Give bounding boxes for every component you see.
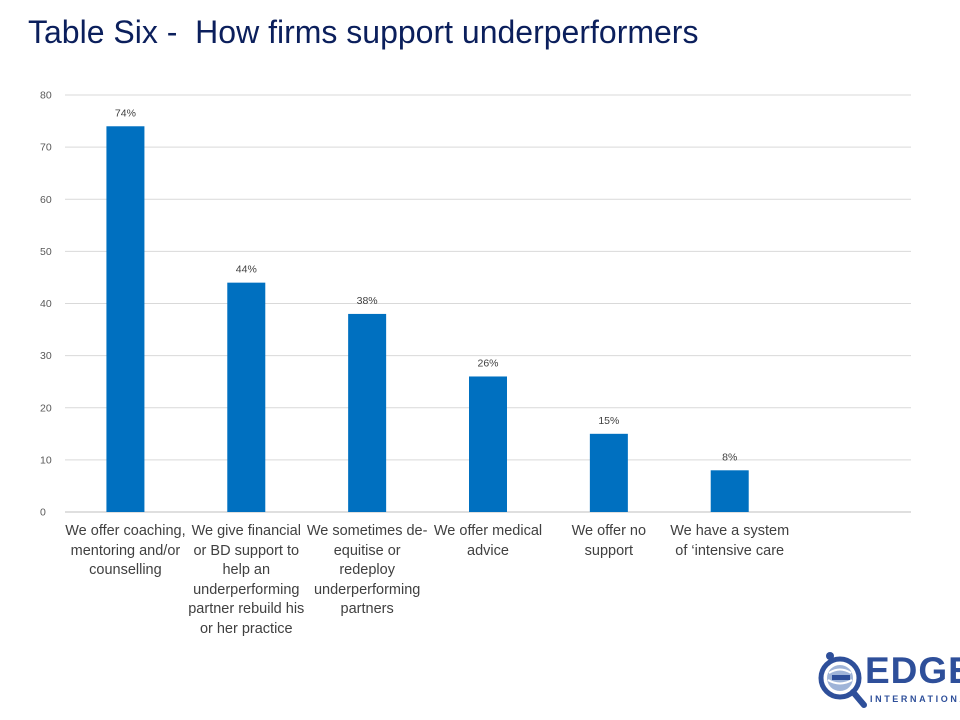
bar [348, 313, 387, 512]
bar [710, 470, 749, 512]
y-tick-label: 10 [40, 454, 52, 466]
category-label: We offer medical advice [426, 522, 550, 561]
logo-subtext: INTERNATIONAL [870, 694, 960, 704]
y-tick-label: 60 [40, 194, 52, 206]
category-label: We offer coaching, mentoring and/or counse… [63, 522, 187, 581]
category-label-line: redeploy [339, 562, 395, 578]
y-tick-label: 30 [40, 350, 52, 362]
edge-international-logo: EDGE INTERNATIONAL [818, 650, 960, 712]
y-tick-label: 20 [40, 402, 52, 414]
category-label-line: mentoring and/or [70, 542, 181, 559]
category-label: We have a system of ‘intensive care [668, 522, 792, 561]
data-label: 8% [722, 451, 737, 463]
category-label-line: or her practice [199, 620, 293, 637]
y-tick-label: 0 [40, 507, 46, 519]
y-tick-label: 80 [40, 90, 52, 102]
category-label-line: partners [340, 601, 394, 617]
category-label-line: We have a system [670, 523, 790, 539]
data-label: 44% [236, 264, 257, 276]
bar [589, 433, 628, 512]
category-label-line: underperforming [313, 581, 421, 598]
category-label-line: We offer coaching, [65, 523, 186, 539]
y-tick-label: 70 [40, 142, 52, 154]
y-tick-label: 50 [40, 246, 52, 258]
category-label-line: or BD support to [193, 542, 300, 559]
data-label: 74% [115, 107, 136, 119]
category-label-line: We sometimes de- [306, 523, 428, 539]
category-label-line: We give financial [191, 523, 301, 539]
data-label: 26% [477, 357, 498, 369]
category-label-line: support [584, 542, 634, 559]
category-label-line: of ‘intensive care [675, 542, 785, 559]
category-label-line: We offer medical [433, 523, 543, 539]
category-label-line: We offer no [571, 523, 647, 539]
data-label: 38% [357, 295, 378, 307]
magnifier-globe-e-icon [818, 652, 867, 708]
category-label-line: underperforming [193, 581, 300, 598]
bar [227, 282, 266, 512]
category-label: We sometimes de-equitise or redeploy under… [305, 522, 429, 620]
category-label: We offer no support [547, 522, 671, 561]
category-label-line: counselling [89, 562, 162, 578]
bar [469, 376, 507, 512]
data-label: 15% [598, 415, 619, 427]
category-label-line: partner rebuild his [188, 601, 305, 617]
category-label-line: advice [467, 542, 509, 559]
logo-wordmark: EDGE [865, 650, 960, 691]
slide-title: Table Six - How firms support underperfo… [28, 14, 699, 50]
y-tick-label: 40 [40, 298, 52, 310]
category-label: We give financial or BD support to help an… [184, 522, 308, 639]
category-label-line: help an [222, 562, 271, 578]
category-label-line: equitise or [333, 542, 401, 559]
bar [106, 126, 145, 513]
